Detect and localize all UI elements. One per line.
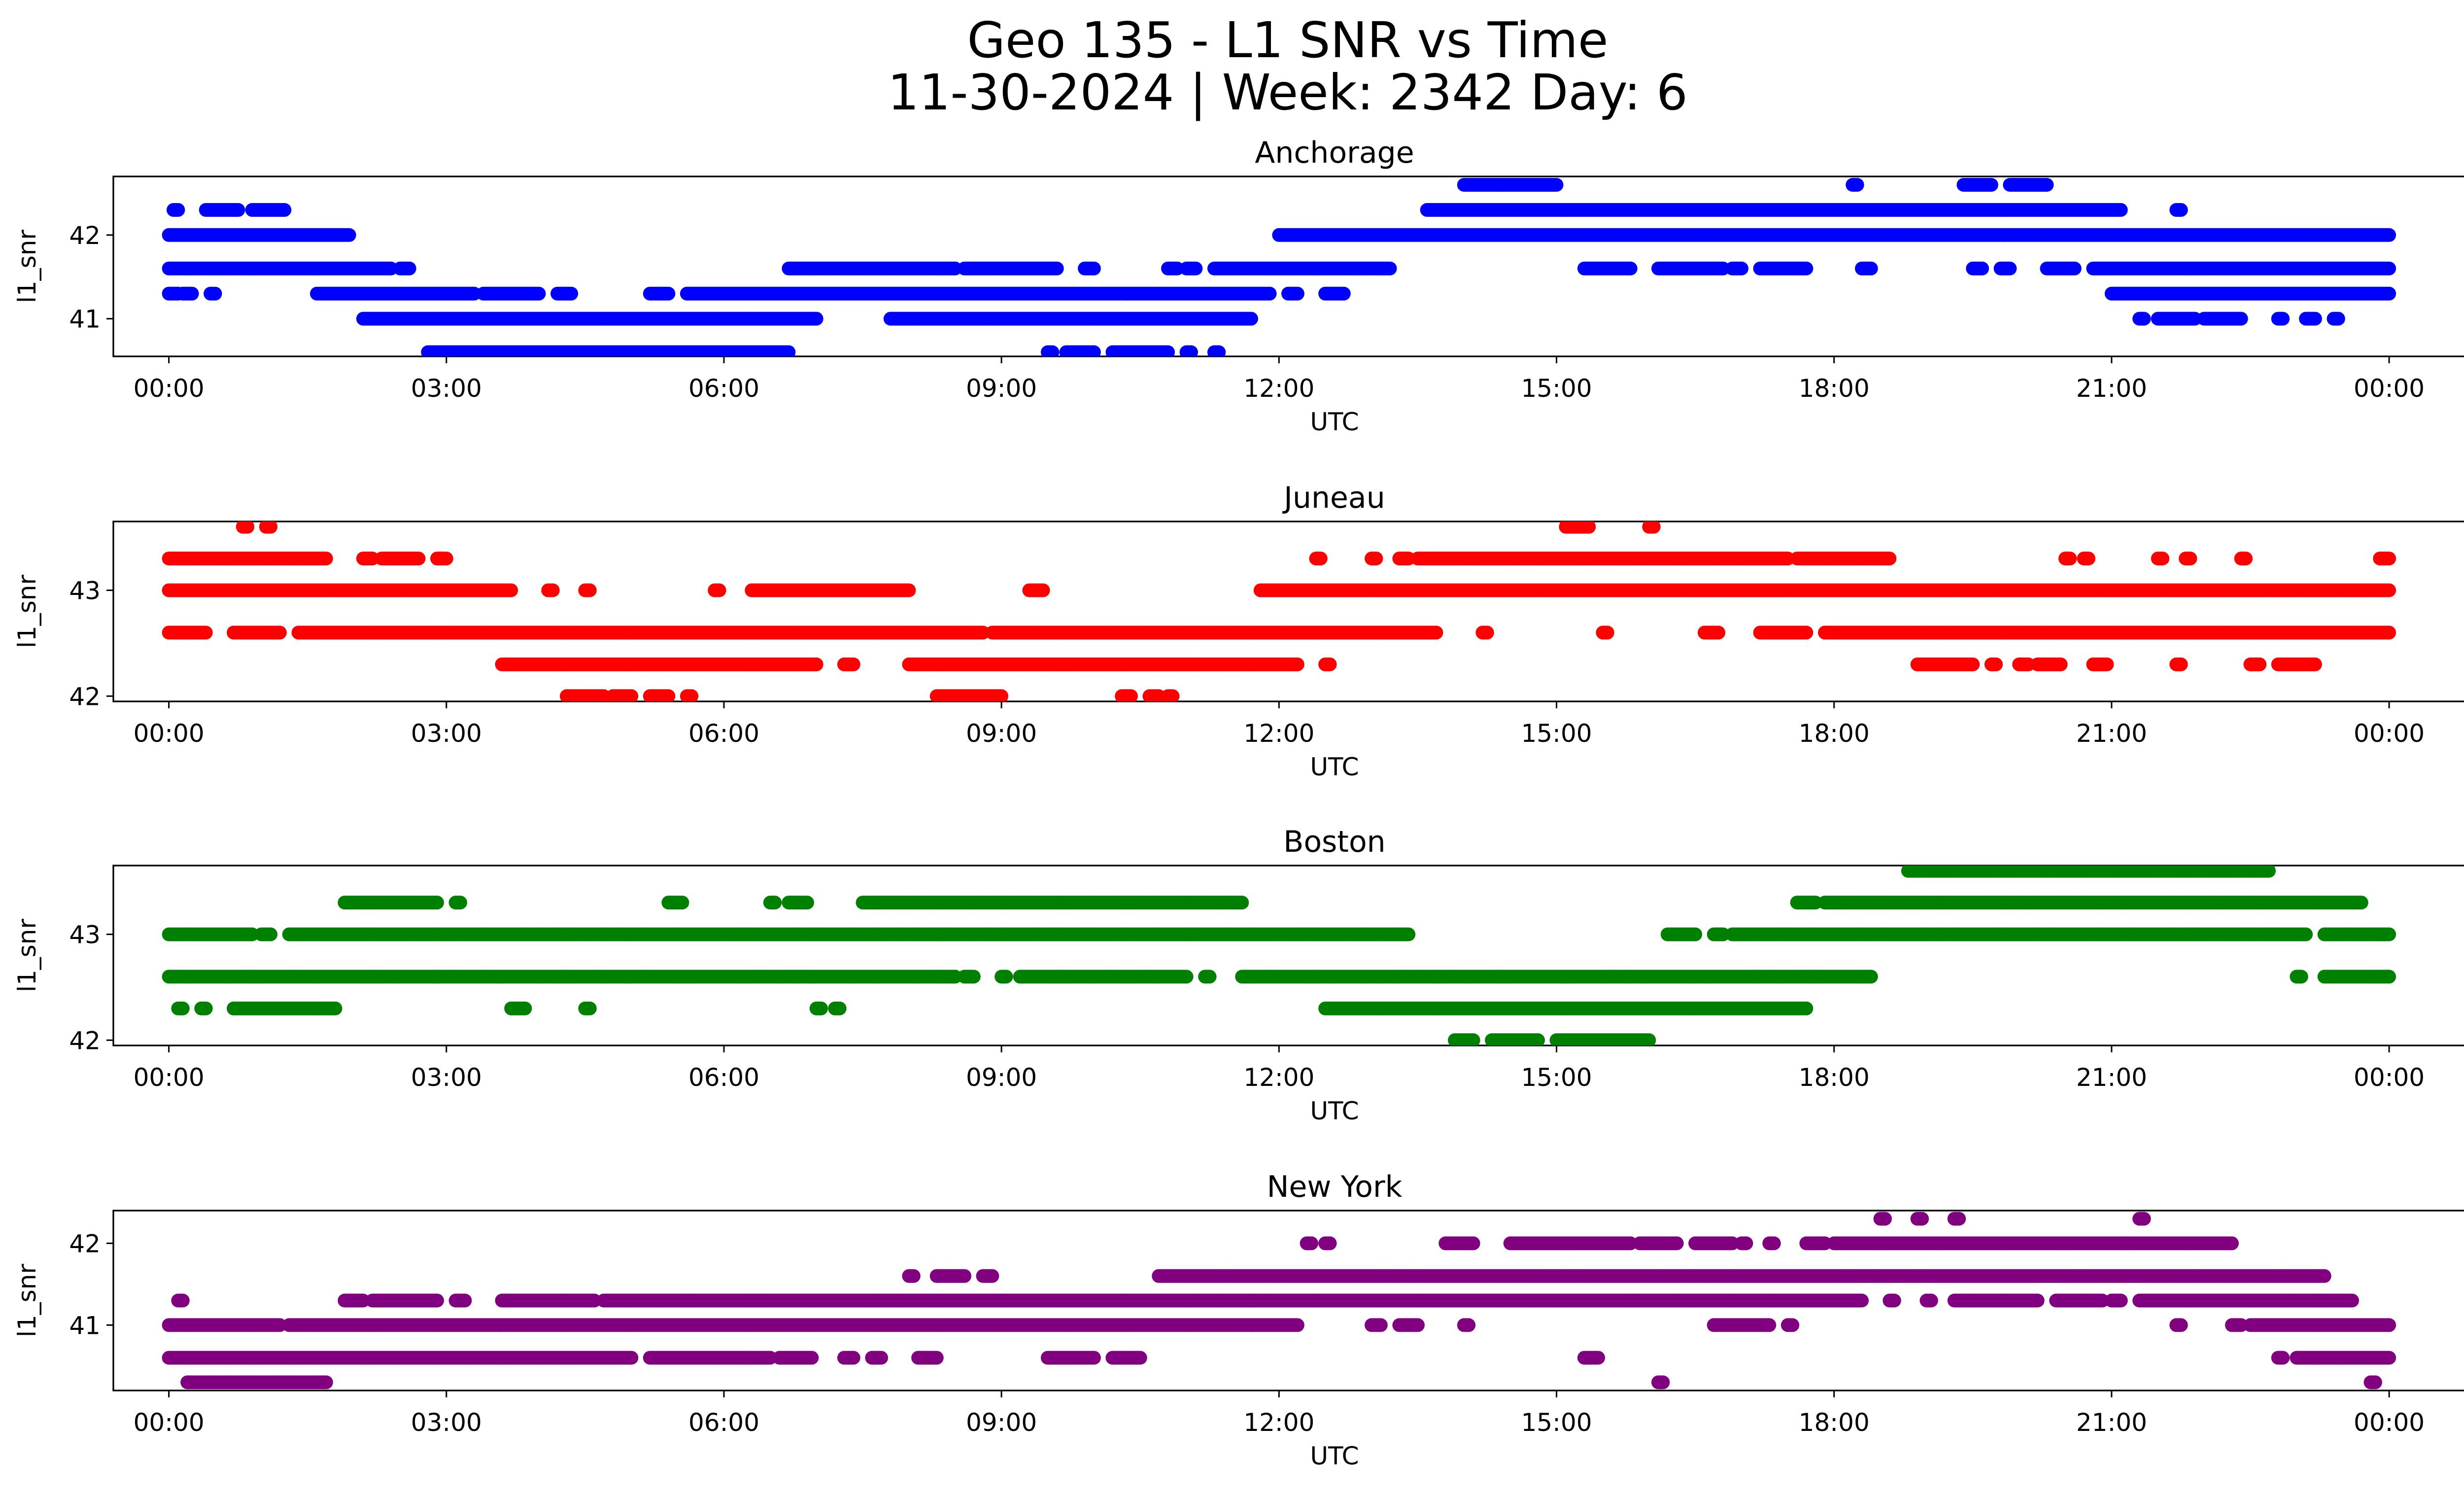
plot-area xyxy=(112,521,2464,702)
y-tick-label: 41 xyxy=(69,305,101,334)
data-point xyxy=(902,583,916,597)
data-point xyxy=(1984,178,1998,192)
data-point xyxy=(1050,261,1064,276)
data-point xyxy=(1383,261,1397,276)
x-tick-label: 03:00 xyxy=(411,374,482,403)
data-point xyxy=(1799,261,1814,276)
data-point xyxy=(342,228,356,242)
x-tick-label: 15:00 xyxy=(1521,374,1592,403)
figure-title-line-2: 11-30-2024 | Week: 2342 Day: 6 xyxy=(888,64,1688,121)
data-point xyxy=(1646,522,1661,534)
x-tick-label: 21:00 xyxy=(2076,374,2147,403)
data-point xyxy=(1549,178,1564,192)
data-point xyxy=(2137,312,2151,326)
data-point xyxy=(546,583,560,597)
data-point xyxy=(1244,312,1258,326)
data-point xyxy=(1882,552,1897,566)
data-point xyxy=(532,286,546,301)
figure-title-line-1: Geo 135 - L1 SNR vs Time xyxy=(967,11,1608,69)
x-tick-label: 18:00 xyxy=(1799,374,1870,403)
y-tick-label: 42 xyxy=(69,221,101,250)
x-axis-label: UTC xyxy=(1310,408,1359,436)
data-point xyxy=(439,552,453,566)
data-point xyxy=(2308,312,2322,326)
y-axis-label: l1_snr xyxy=(13,230,41,303)
data-point xyxy=(782,345,796,356)
data-points xyxy=(162,522,2396,701)
data-point xyxy=(1336,286,1351,301)
x-tick-label: 09:00 xyxy=(966,374,1037,403)
data-point xyxy=(712,583,726,597)
data-point xyxy=(1313,552,1328,566)
data-point xyxy=(2067,261,2082,276)
data-point xyxy=(171,203,185,217)
data-point xyxy=(582,583,597,597)
x-tick-label: 06:00 xyxy=(688,374,759,403)
data-point xyxy=(1263,286,1277,301)
data-point xyxy=(2331,312,2345,326)
data-point xyxy=(2382,286,2396,301)
data-point xyxy=(208,286,222,301)
data-point xyxy=(1582,522,1596,534)
subplot-anchorage: Anchorage 00:00 03:00 06:00 09:00 12:00 15:00 1… xyxy=(13,136,2464,436)
data-points xyxy=(162,178,2396,356)
data-point xyxy=(231,203,245,217)
data-point xyxy=(809,312,823,326)
data-point xyxy=(564,286,579,301)
data-point xyxy=(185,286,199,301)
data-point xyxy=(1850,178,1864,192)
data-point xyxy=(2003,261,2017,276)
data-point xyxy=(2063,552,2077,566)
data-point xyxy=(2276,312,2290,326)
data-point xyxy=(1623,261,1638,276)
data-point xyxy=(2156,552,2170,566)
data-point xyxy=(2234,312,2248,326)
x-tick-label: 12:00 xyxy=(1243,374,1314,403)
data-point xyxy=(1864,261,1878,276)
data-point xyxy=(2114,203,2128,217)
data-point xyxy=(1184,345,1198,356)
data-point xyxy=(1087,345,1101,356)
data-point xyxy=(2040,178,2054,192)
data-point xyxy=(319,552,333,566)
data-point xyxy=(240,522,255,534)
data-point xyxy=(1036,583,1050,597)
panel-title: Anchorage xyxy=(1255,136,1414,170)
data-point xyxy=(1369,552,1383,566)
data-point xyxy=(661,286,676,301)
data-point xyxy=(2239,552,2253,566)
data-point xyxy=(2382,228,2396,242)
data-point xyxy=(264,522,278,534)
data-point xyxy=(1735,261,1748,276)
data-point xyxy=(2183,552,2197,566)
data-point xyxy=(1087,261,1101,276)
x-tick-label: 00:00 xyxy=(134,374,205,403)
data-point xyxy=(1161,345,1175,356)
data-point xyxy=(1212,345,1226,356)
data-point xyxy=(2382,261,2396,276)
data-point xyxy=(504,583,518,597)
data-point xyxy=(277,203,292,217)
x-tick-label: 00:00 xyxy=(2354,374,2425,403)
data-point xyxy=(1290,286,1304,301)
data-point xyxy=(1045,345,1060,356)
data-point xyxy=(2082,552,2095,566)
data-point xyxy=(1189,261,1203,276)
data-point xyxy=(402,261,416,276)
data-point xyxy=(1975,261,1989,276)
data-point xyxy=(411,552,426,566)
data-point xyxy=(2382,552,2396,566)
data-point xyxy=(2174,203,2188,217)
